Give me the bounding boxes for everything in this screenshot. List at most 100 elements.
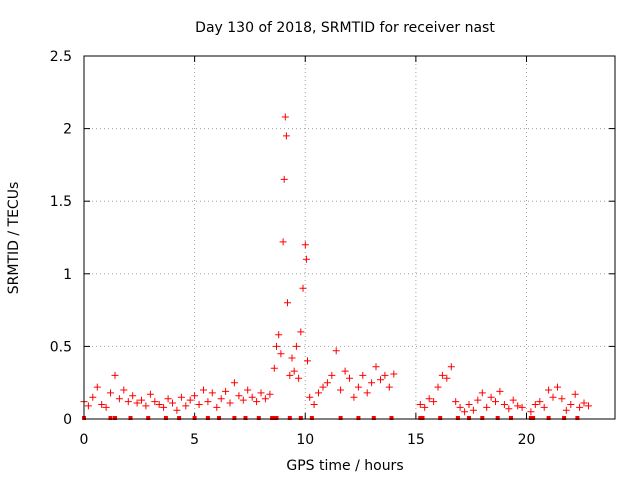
data-point <box>239 396 247 404</box>
data-point <box>469 406 477 414</box>
zero-data-point <box>356 416 361 420</box>
grid <box>84 56 615 419</box>
zero-data-point <box>272 416 277 420</box>
data-point <box>124 398 132 406</box>
data-point <box>558 395 566 403</box>
data-point <box>456 403 464 411</box>
data-point <box>292 342 300 350</box>
data-point <box>492 398 499 406</box>
data-point <box>332 347 340 355</box>
y-tick-label: 1.5 <box>50 194 72 210</box>
data-point <box>518 403 526 411</box>
data-point <box>290 367 298 375</box>
data-point <box>323 379 331 387</box>
data-point <box>363 389 371 397</box>
data-point <box>280 175 288 183</box>
data-point <box>273 342 280 350</box>
data-point <box>505 405 513 413</box>
data-point <box>315 389 322 397</box>
x-tick-label: 0 <box>80 432 89 448</box>
data-point <box>288 354 296 362</box>
data-point <box>282 132 290 140</box>
data-point <box>297 328 305 336</box>
zero-data-point <box>113 416 117 420</box>
zero-data-point <box>128 416 133 420</box>
plot-border <box>83 55 616 420</box>
y-tick-label: 0 <box>63 412 72 428</box>
x-tick-label: 10 <box>296 432 314 448</box>
zero-data-point <box>509 416 513 420</box>
data-point <box>302 255 310 263</box>
data-point <box>270 364 278 372</box>
data-point <box>527 408 535 416</box>
data-point <box>248 393 256 401</box>
data-point <box>368 379 376 387</box>
data-point <box>261 395 269 403</box>
data-point <box>434 383 442 391</box>
data-point <box>204 398 212 406</box>
data-point <box>182 402 190 410</box>
data-point <box>301 241 309 249</box>
y-tick-label: 1 <box>63 267 72 283</box>
zero-data-point <box>232 416 237 420</box>
zero-data-point <box>438 416 443 420</box>
data-point <box>306 393 314 401</box>
zero-data-point <box>146 416 151 420</box>
data-point <box>359 371 367 379</box>
data-point <box>89 393 97 401</box>
data-point <box>186 396 194 404</box>
data-point <box>554 383 561 391</box>
y-tick-label: 2.5 <box>50 49 72 65</box>
data-point <box>514 402 522 410</box>
zero-data-point <box>528 416 533 420</box>
y-tick-label: 0.5 <box>50 339 72 355</box>
data-point <box>509 396 517 404</box>
zero-data-point <box>467 416 471 420</box>
data-point <box>213 403 221 411</box>
data-point <box>531 401 539 408</box>
data-point <box>120 386 128 394</box>
data-point <box>354 383 362 391</box>
data-point <box>483 403 491 411</box>
data-point <box>576 403 584 411</box>
data-point <box>571 390 579 398</box>
x-tick-label: 20 <box>518 432 536 448</box>
data-point <box>169 399 176 407</box>
data-point <box>129 392 137 400</box>
data-point <box>377 376 384 384</box>
data-point <box>222 387 230 395</box>
data-point <box>195 401 203 408</box>
data-point <box>155 401 163 408</box>
x-axis-label: GPS time / hours <box>286 458 403 474</box>
zero-data-point <box>418 416 423 420</box>
data-point <box>319 383 327 391</box>
data-point <box>284 299 291 307</box>
data-point <box>191 392 199 400</box>
data-point <box>151 398 159 406</box>
zero-data-point <box>287 416 292 420</box>
zero-data-point <box>455 416 460 420</box>
data-point <box>545 386 553 394</box>
data-point <box>177 393 185 401</box>
data-point <box>381 371 389 379</box>
zero-data-point <box>163 416 168 420</box>
data-point <box>487 393 495 401</box>
data-point <box>416 401 424 408</box>
data-point <box>275 331 283 339</box>
data-point <box>585 402 592 410</box>
y-tick-label: 2 <box>63 122 72 138</box>
zero-data-point <box>108 416 113 420</box>
data-point <box>173 406 181 414</box>
data-point <box>425 395 433 403</box>
data-point <box>474 396 482 404</box>
zero-data-point <box>177 416 182 420</box>
zero-data-point <box>546 416 551 420</box>
data-point <box>200 386 207 394</box>
zero-data-point <box>389 416 394 420</box>
data-point <box>84 402 92 410</box>
data-point <box>350 393 358 401</box>
data-point <box>567 401 575 408</box>
zero-data-point <box>205 416 210 420</box>
x-tick-labels: 0 5 10 15 20 <box>80 432 536 448</box>
